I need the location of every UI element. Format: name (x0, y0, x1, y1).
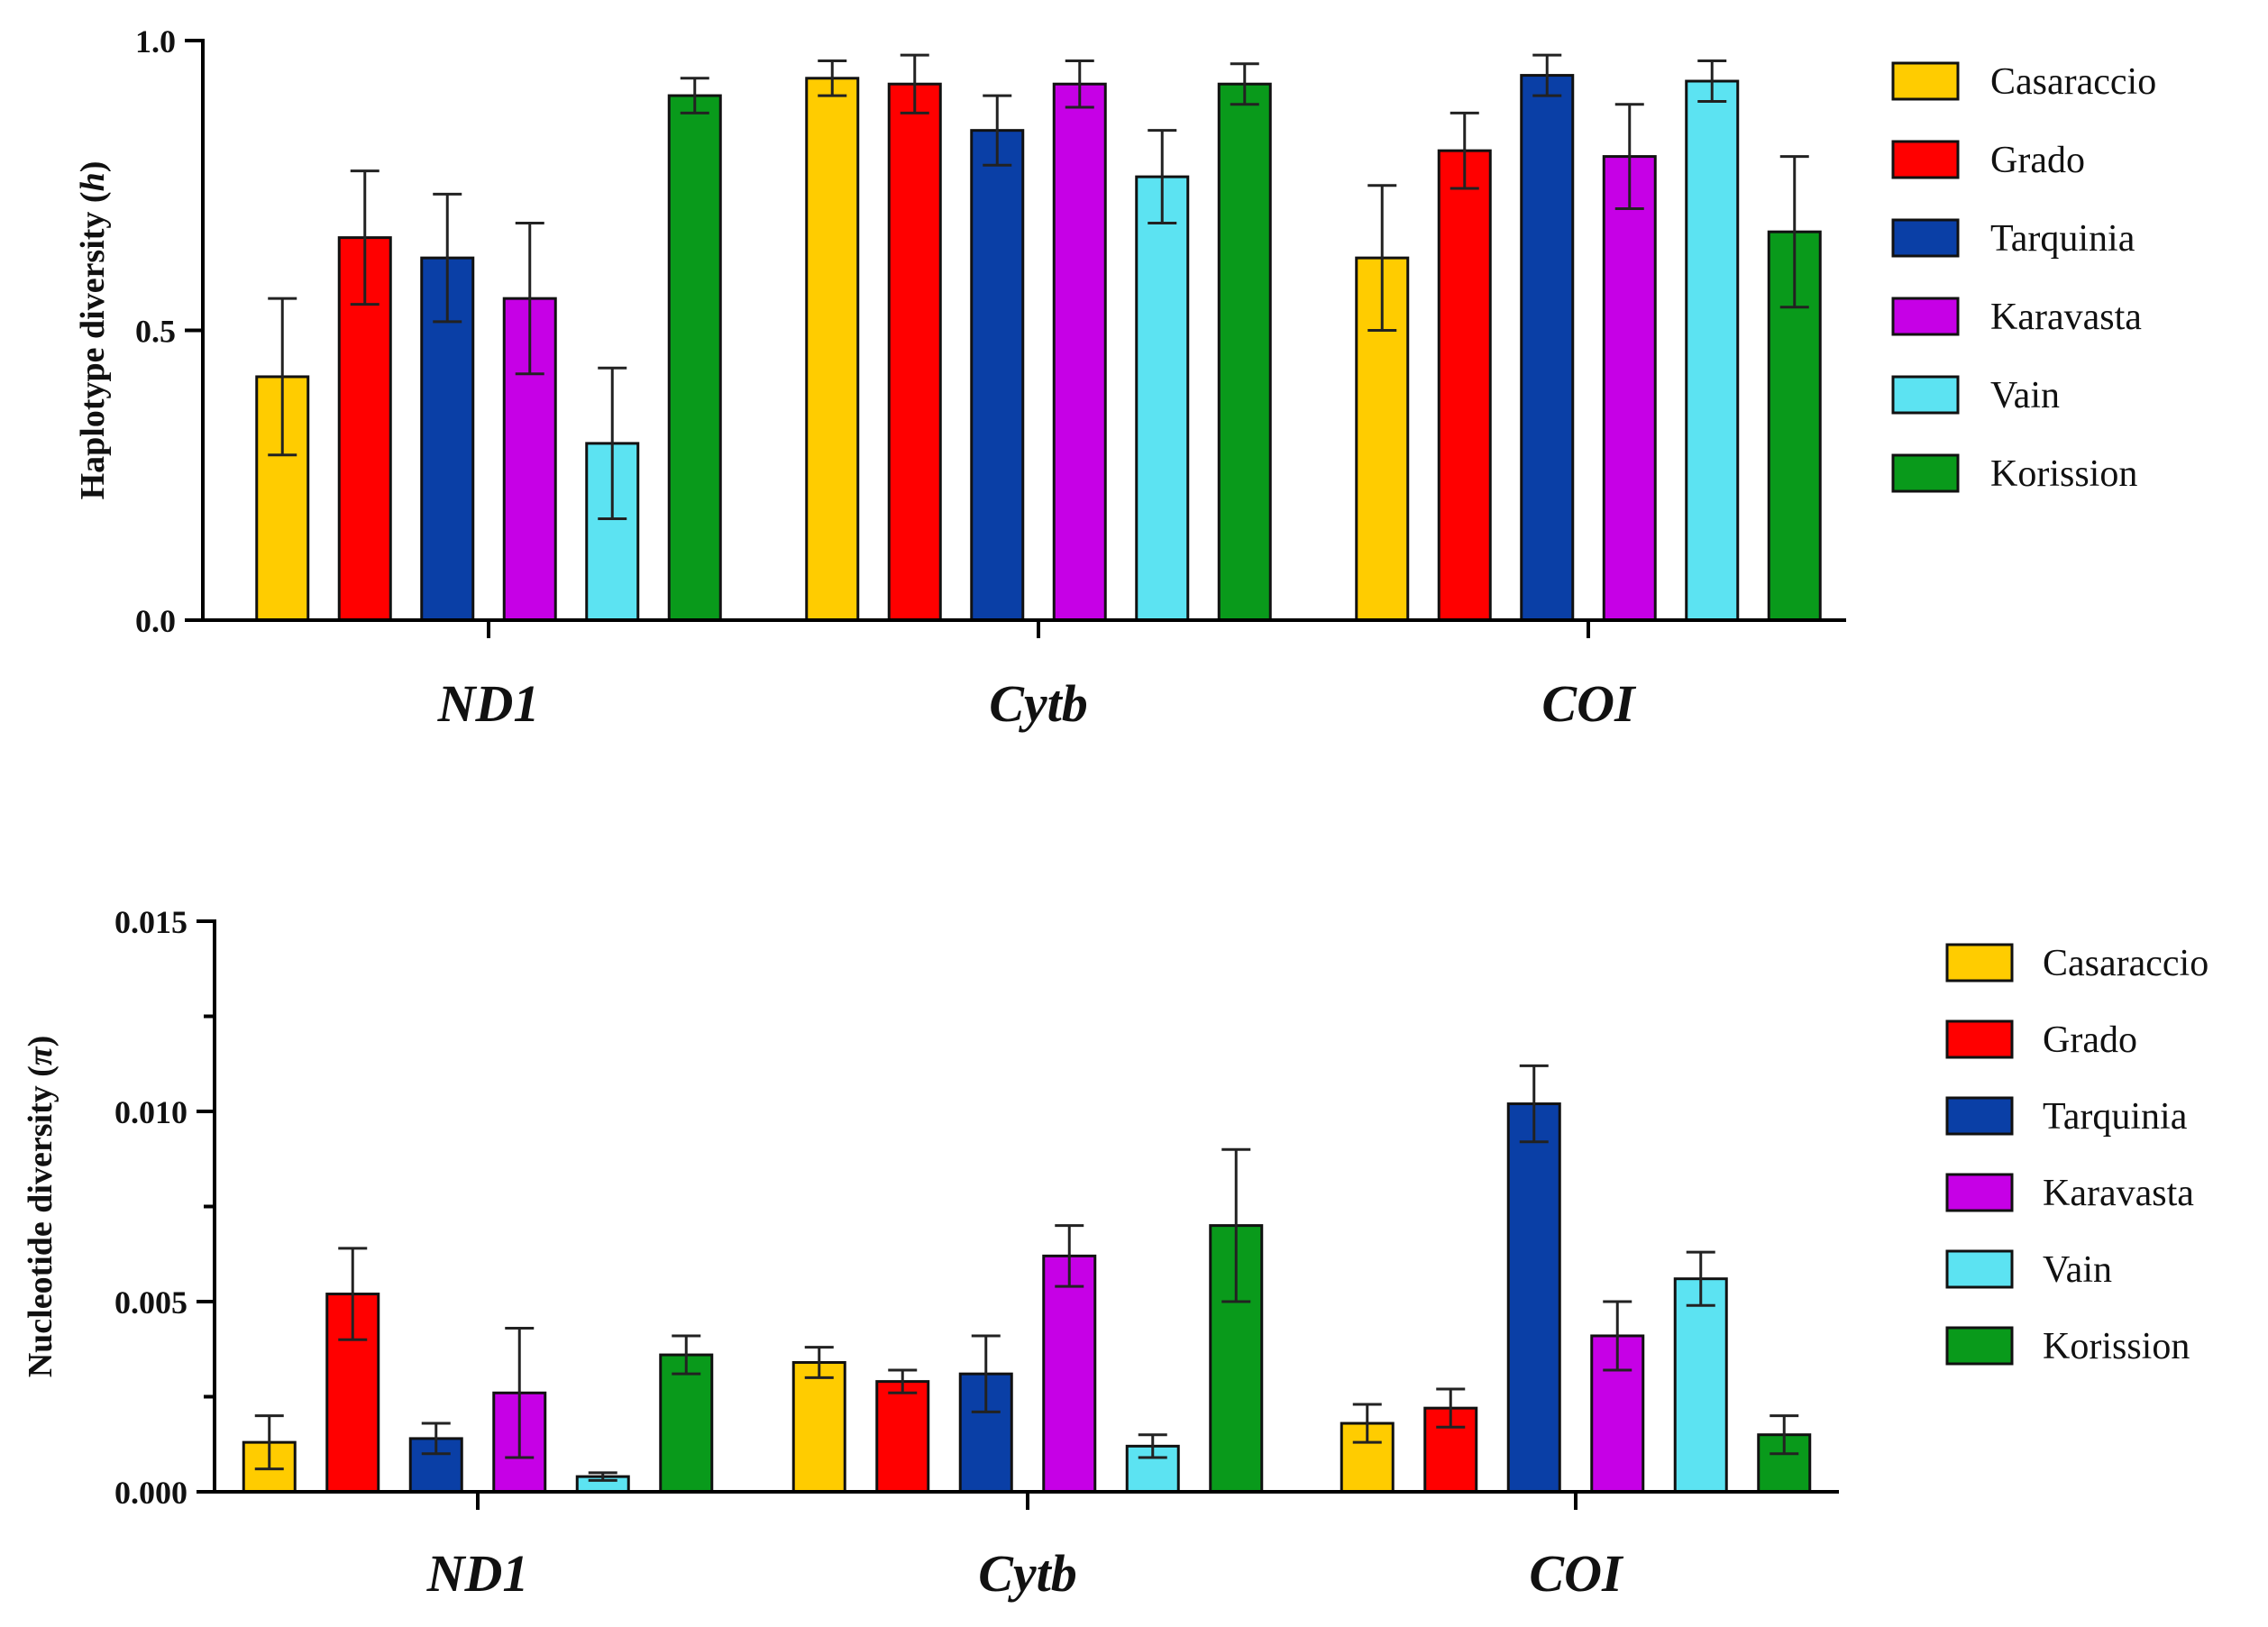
legend-label: Vain (2043, 1249, 2112, 1291)
x-category-label: COI (1529, 1544, 1624, 1603)
x-category-label: Cytb (989, 674, 1088, 733)
legend-swatch (1891, 375, 1960, 415)
y-axis-title-close: ) (74, 161, 112, 173)
y-tick-label: 0.015 (114, 904, 187, 940)
y-axis-title-text: Haplotype diversity ( (74, 191, 112, 499)
x-category-label: ND1 (437, 674, 540, 733)
bar (1042, 1254, 1097, 1494)
legend-swatch (1945, 1249, 2014, 1289)
x-category-label: COI (1541, 674, 1637, 733)
bar (1135, 175, 1190, 622)
bar (1437, 149, 1492, 622)
bar (667, 94, 722, 622)
legend-label: Tarquinia (1990, 218, 2135, 260)
bar (1520, 74, 1575, 622)
y-tick-label: 1.0 (135, 23, 176, 59)
legend-swatch (1945, 943, 2014, 983)
legend-swatch (1891, 140, 1960, 179)
y-axis-title-text: Nucleotide diversity ( (22, 1065, 59, 1377)
bar (1685, 79, 1740, 622)
legend-label: Grado (2043, 1019, 2137, 1061)
legend-swatch (1945, 1096, 2014, 1136)
legend: Casaraccio Grado Tarquinia Karavasta Vain Kor… (1891, 61, 2156, 495)
bar (1052, 82, 1107, 622)
legend-label: Korission (1990, 453, 2137, 495)
y-tick-label: 0.010 (114, 1094, 187, 1130)
legend-label: Vain (1990, 375, 2060, 416)
legend-label: Korission (2043, 1326, 2190, 1367)
bar (887, 82, 942, 622)
bar (1217, 82, 1272, 622)
legend-label: Karavasta (2043, 1173, 2194, 1214)
x-category-label: Cytb (978, 1544, 1077, 1603)
legend-label: Grado (1990, 140, 2085, 181)
legend-label: Karavasta (1990, 297, 2142, 338)
y-tick-label: 0.005 (114, 1284, 187, 1321)
bar (1673, 1277, 1728, 1494)
legend-label: Casaraccio (1990, 61, 2156, 103)
legend: Casaraccio Grado Tarquinia Karavasta Vain Kor… (1945, 943, 2209, 1367)
y-axis-title: Haplotype diversity (h) (74, 161, 112, 500)
bar (970, 129, 1025, 622)
legend-swatch (1891, 453, 1960, 493)
legend-swatch (1945, 1326, 2014, 1366)
legend-swatch (1891, 218, 1960, 258)
legend-label: Casaraccio (2043, 943, 2209, 984)
y-tick-label: 0.000 (114, 1475, 187, 1511)
legend-swatch (1945, 1019, 2014, 1059)
legend-swatch (1945, 1173, 2014, 1212)
bar (805, 77, 860, 622)
y-tick-label: 0.5 (135, 314, 176, 350)
bar (1602, 155, 1657, 622)
legend-swatch (1891, 297, 1960, 336)
y-axis-title: Nucleotide diversity (π) (22, 1036, 59, 1378)
chart-2: 0.000 0.005 0.010 0.015 ND1 Cytb COI Nucleotide… (22, 904, 2209, 1603)
legend-swatch (1891, 61, 1960, 101)
y-axis-title-symbol: π (22, 1046, 59, 1065)
bar (1506, 1102, 1561, 1494)
legend-label: Tarquinia (2043, 1096, 2188, 1138)
bar (791, 1361, 846, 1494)
y-axis-title-symbol: h (74, 172, 112, 191)
y-axis-title-close: ) (22, 1036, 59, 1047)
y-tick-label: 0.0 (135, 603, 176, 639)
chart-1: 0.0 0.5 1.0 ND1 Cytb COI Haplotype diversity (… (74, 23, 2156, 733)
x-category-label: ND1 (426, 1544, 529, 1603)
bar (659, 1353, 714, 1494)
bar (875, 1380, 930, 1494)
